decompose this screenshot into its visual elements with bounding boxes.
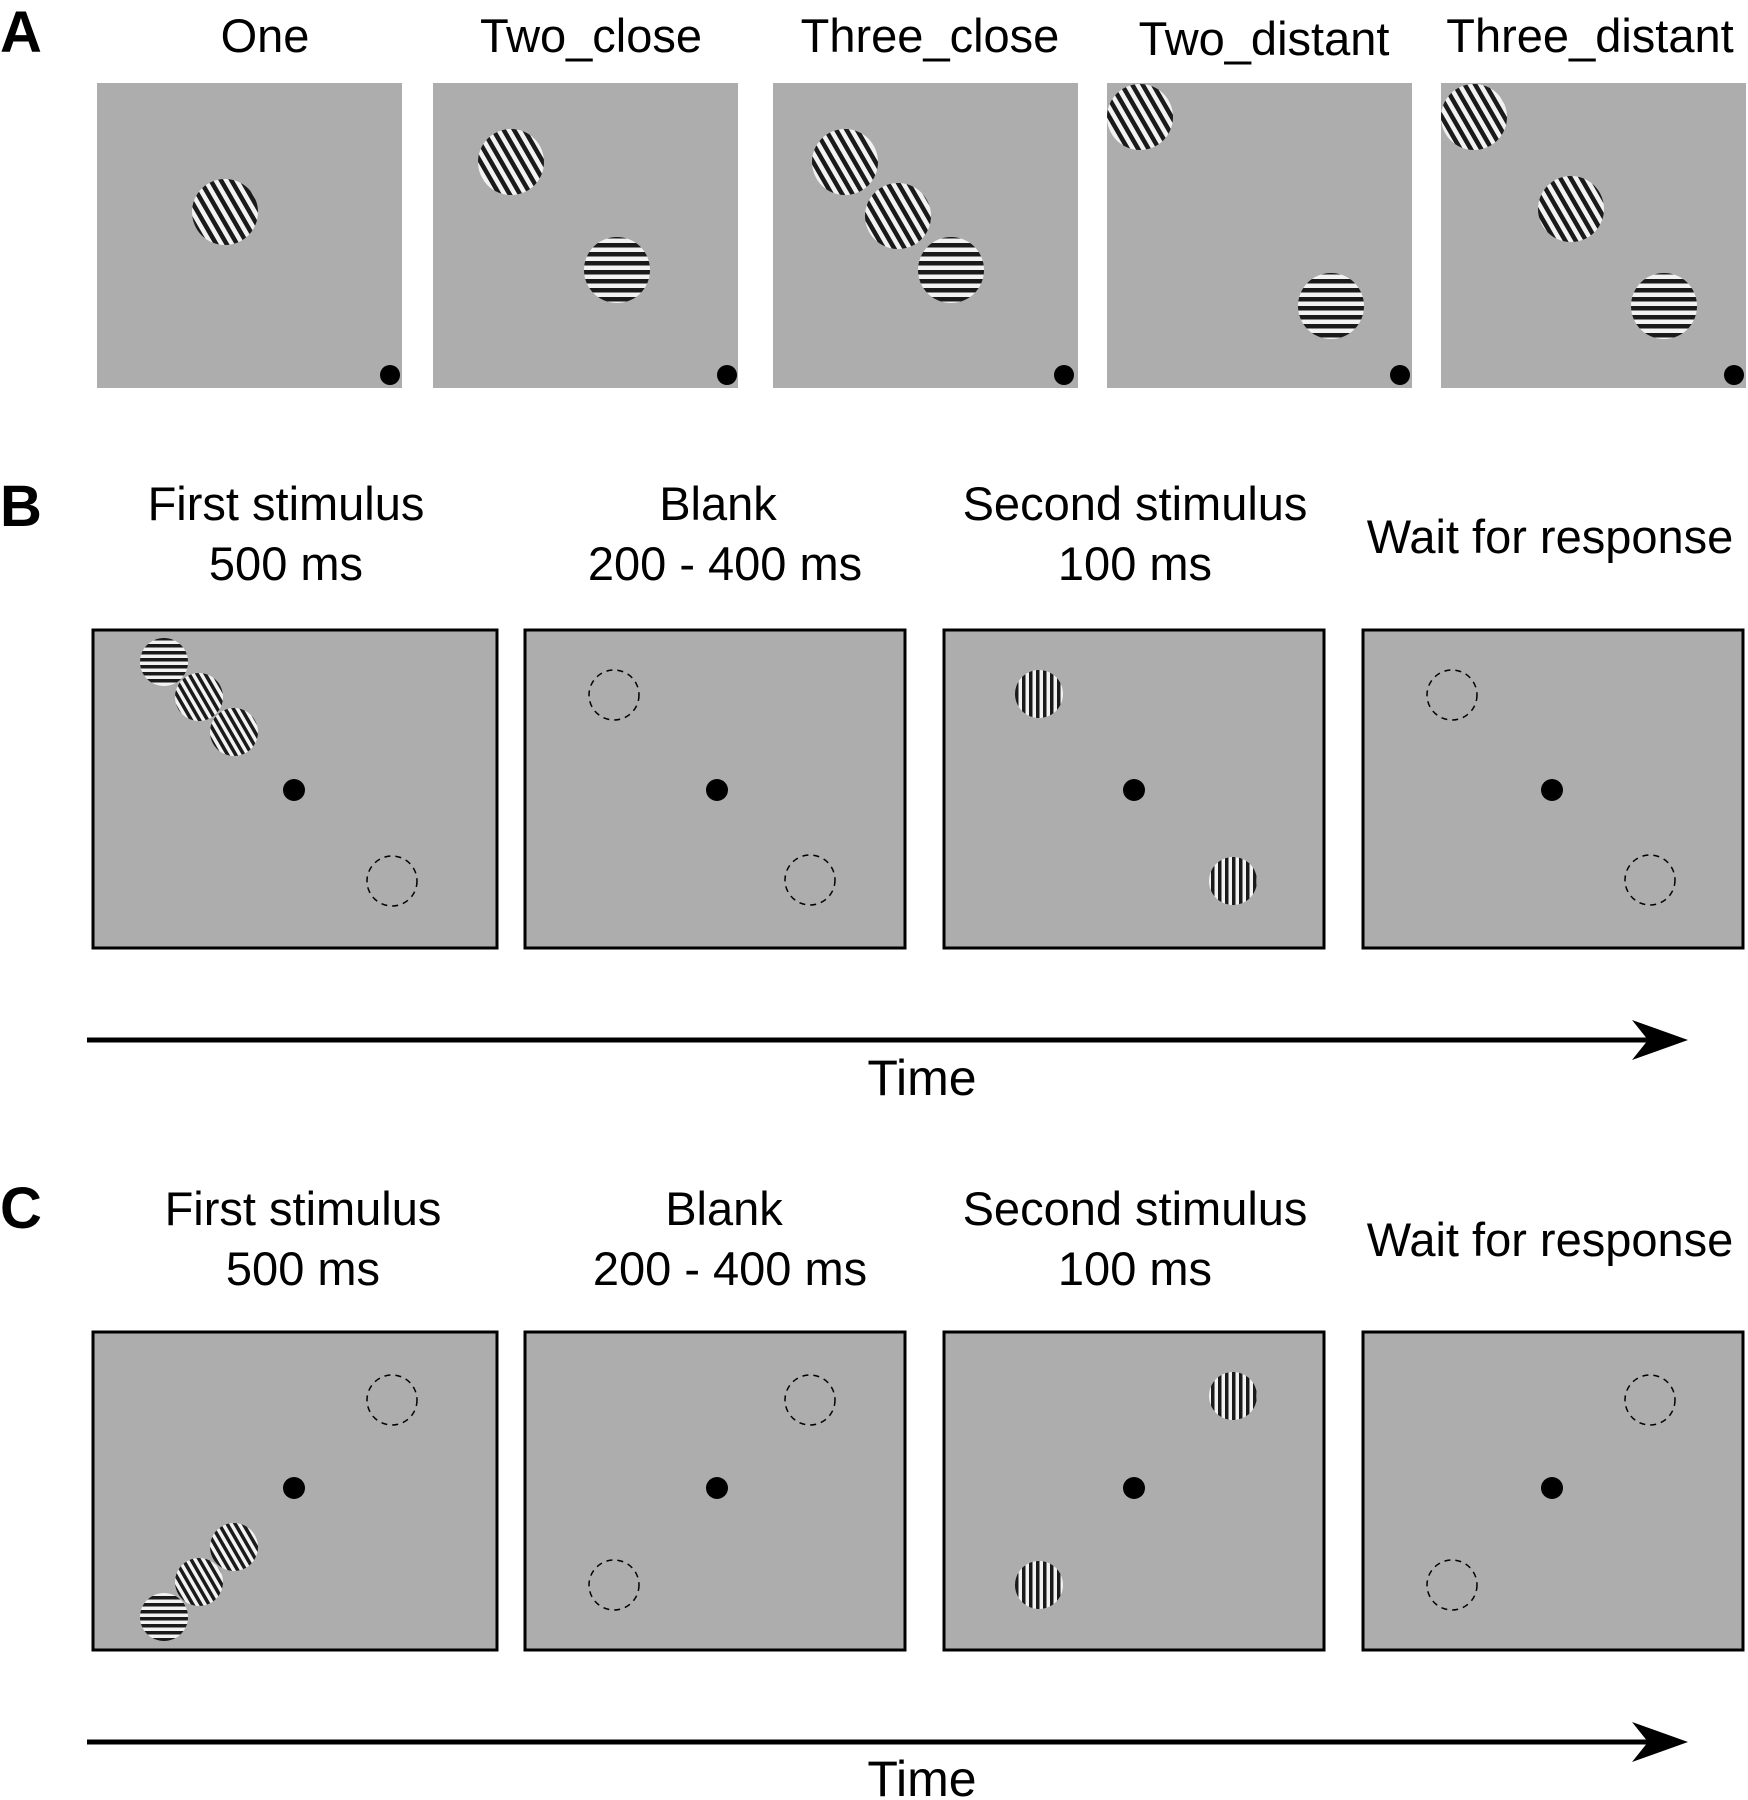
placeholder-circle: [784, 1374, 836, 1426]
panel-a: A One Two_close Three_close Two_d: [0, 0, 1746, 388]
grating-patch: [584, 237, 650, 303]
placeholder-circle: [1624, 1374, 1676, 1426]
stimulus-screen: [773, 83, 1078, 388]
placeholder-circle: [366, 1374, 418, 1426]
grating-patch: [918, 237, 984, 303]
grating-patch: [140, 638, 188, 686]
condition-label: Two_distant: [1139, 12, 1390, 65]
grating-patch: [1209, 1372, 1257, 1420]
condition-three-distant: Three_distant: [1441, 9, 1746, 388]
placeholder-circle: [1624, 854, 1676, 906]
condition-label: Three_distant: [1446, 9, 1733, 62]
arrowhead-icon: [1632, 1020, 1688, 1060]
condition-two-close: Two_close: [433, 9, 738, 388]
panel-c: C First stimulus 500 ms Blank 200 - 400 …: [0, 1176, 1745, 1800]
stimulus-screen: [433, 83, 738, 388]
placeholder-circle: [784, 854, 836, 906]
frame-title: Wait for response: [1367, 1213, 1734, 1266]
fixation-dot: [1541, 779, 1563, 801]
condition-two-distant: Two_distant: [1107, 12, 1412, 388]
fixation-dot: [706, 779, 728, 801]
trial-frame-second-stimulus: Second stimulus 100 ms: [942, 477, 1326, 950]
panel-letter-b: B: [0, 474, 42, 539]
placeholder-circle: [1426, 1559, 1478, 1611]
time-axis-label: Time: [867, 1050, 976, 1106]
trial-frame-wait-for-response: Wait for response: [1361, 1213, 1745, 1652]
frame-duration: 100 ms: [1058, 1242, 1212, 1295]
condition-three-close: Three_close: [773, 9, 1078, 388]
trial-frame-blank: Blank 200 - 400 ms: [523, 1182, 907, 1652]
placeholder-circle: [588, 669, 640, 721]
fixation-dot: [1123, 1477, 1145, 1499]
grating-patch: [192, 179, 258, 245]
fixation-dot: [380, 365, 400, 385]
grating-patch: [140, 1593, 188, 1641]
fixation-dot: [706, 1477, 728, 1499]
fixation-dot: [1724, 365, 1744, 385]
panel-letter-a: A: [0, 0, 42, 65]
frame-title: Blank: [665, 1182, 783, 1235]
frame-duration: 500 ms: [209, 537, 363, 590]
trial-frame-first-stimulus: First stimulus 500 ms: [91, 1182, 499, 1652]
grating-patch: [1209, 857, 1257, 905]
placeholder-circle: [366, 855, 418, 907]
grating-patch: [210, 1523, 258, 1571]
grating-patch: [1538, 176, 1604, 242]
trial-frame-first-stimulus: First stimulus 500 ms: [91, 477, 499, 950]
grating-patch: [1298, 273, 1364, 339]
frame-title: Wait for response: [1367, 510, 1734, 563]
trial-frame-wait-for-response: Wait for response: [1361, 510, 1745, 950]
grating-patch: [210, 708, 258, 756]
frame-title: Second stimulus: [963, 1182, 1308, 1235]
condition-label: One: [221, 9, 310, 62]
condition-label: Three_close: [801, 9, 1060, 62]
arrowhead-icon: [1632, 1722, 1688, 1762]
time-arrow: [87, 1020, 1688, 1060]
frame-title: First stimulus: [165, 1182, 442, 1235]
frame-duration: 100 ms: [1058, 537, 1212, 590]
frame-duration: 200 - 400 ms: [593, 1242, 867, 1295]
grating-patch: [175, 1558, 223, 1606]
trial-frame-second-stimulus: Second stimulus 100 ms: [942, 1182, 1326, 1652]
panel-letter-c: C: [0, 1176, 42, 1241]
panel-b: B First stimulus 500 ms Blank 200 - 400 …: [0, 474, 1745, 1106]
frame-duration: 500 ms: [226, 1242, 380, 1295]
grating-patch: [1631, 273, 1697, 339]
grating-patch: [175, 673, 223, 721]
fixation-dot: [717, 365, 737, 385]
grating-patch: [1441, 84, 1507, 150]
grating-patch: [1015, 1561, 1063, 1609]
trial-frame-blank: Blank 200 - 400 ms: [523, 477, 907, 950]
condition-one: One: [97, 9, 402, 388]
frame-title: First stimulus: [148, 477, 425, 530]
stimulus-screen: [97, 83, 402, 388]
frame-title: Blank: [659, 477, 777, 530]
grating-patch: [478, 129, 544, 195]
frame-title: Second stimulus: [963, 477, 1308, 530]
fixation-dot: [1123, 779, 1145, 801]
fixation-dot: [1390, 365, 1410, 385]
fixation-dot: [283, 779, 305, 801]
grating-patch: [1107, 84, 1173, 150]
placeholder-circle: [588, 1559, 640, 1611]
grating-patch: [812, 129, 878, 195]
condition-label: Two_close: [480, 9, 702, 62]
frame-duration: 200 - 400 ms: [588, 537, 862, 590]
time-arrow: [87, 1722, 1688, 1762]
grating-patch: [865, 183, 931, 249]
time-axis-label: Time: [867, 1751, 976, 1800]
fixation-dot: [283, 1477, 305, 1499]
fixation-dot: [1054, 365, 1074, 385]
fixation-dot: [1541, 1477, 1563, 1499]
placeholder-circle: [1426, 669, 1478, 721]
grating-patch: [1015, 670, 1063, 718]
